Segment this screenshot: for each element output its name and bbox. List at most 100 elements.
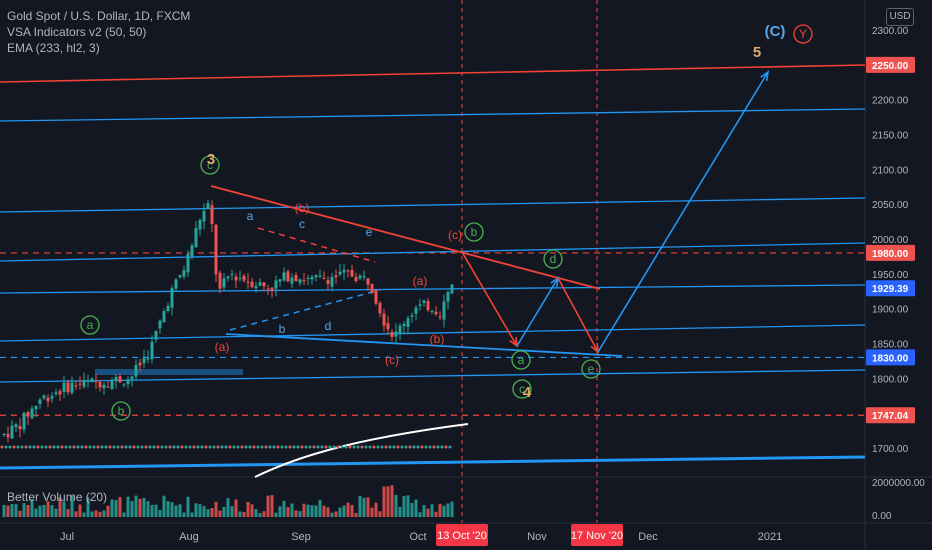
wave-label-circle bbox=[543, 249, 563, 269]
vsa-dot bbox=[24, 445, 28, 449]
candle-body bbox=[34, 405, 38, 410]
vsa-dot bbox=[44, 445, 48, 449]
volume-bar bbox=[78, 504, 82, 517]
volume-bar bbox=[150, 505, 154, 517]
candle-body bbox=[66, 382, 70, 393]
volume-bar bbox=[66, 509, 70, 517]
vsa-dot bbox=[152, 445, 156, 449]
volume-bar bbox=[234, 499, 238, 517]
vsa-dot bbox=[124, 445, 128, 449]
wave-label: b bbox=[279, 322, 286, 336]
volume-bar bbox=[250, 504, 254, 517]
price-tick-label: 1850.00 bbox=[872, 340, 909, 351]
volume-bar bbox=[186, 496, 190, 517]
candle-body bbox=[98, 381, 102, 388]
consolidation-zone bbox=[95, 369, 243, 375]
volume-bar bbox=[422, 505, 426, 517]
vsa-dot bbox=[132, 445, 136, 449]
vsa-dot bbox=[352, 445, 356, 449]
candle-body bbox=[162, 311, 166, 323]
time-axis[interactable]: Jul Aug Sep Oct Nov Dec 2021 13 Oct '20 17 Nov '… bbox=[60, 524, 782, 546]
time-highlight-label: 17 Nov '20 bbox=[571, 530, 623, 542]
price-badge-label: 1747.04 bbox=[872, 411, 909, 422]
volume-bar bbox=[446, 503, 450, 517]
volume-bar bbox=[70, 495, 74, 517]
candle-body bbox=[302, 279, 306, 282]
candle-body bbox=[82, 379, 86, 387]
vsa-dot bbox=[104, 445, 108, 449]
volume-bar bbox=[210, 508, 214, 517]
candle-body bbox=[306, 277, 310, 279]
volume-bar bbox=[86, 497, 90, 517]
candle-body bbox=[434, 311, 438, 315]
candle-body bbox=[234, 276, 238, 281]
volume-bar bbox=[130, 501, 134, 517]
volume-bar bbox=[50, 505, 54, 517]
vsa-dot bbox=[364, 445, 368, 449]
volume-bar bbox=[206, 509, 210, 517]
volume-bar bbox=[358, 495, 362, 517]
volume-bar bbox=[394, 494, 398, 517]
candle-body bbox=[42, 395, 46, 399]
volume-bar bbox=[230, 506, 234, 517]
vsa-dot bbox=[288, 445, 292, 449]
wave-label: e bbox=[366, 225, 373, 239]
candle-body bbox=[366, 278, 370, 285]
vsa-dot bbox=[376, 445, 380, 449]
price-tick-label: 1700.00 bbox=[872, 444, 909, 455]
volume-bar bbox=[194, 503, 198, 517]
vsa-dot bbox=[280, 445, 284, 449]
symbol-title[interactable]: Gold Spot / U.S. Dollar, 1D, FXCM bbox=[7, 9, 191, 23]
wave-label-circle bbox=[511, 350, 531, 370]
vsa-dot bbox=[168, 445, 172, 449]
volume-bar bbox=[26, 504, 30, 517]
candle-body bbox=[358, 275, 362, 279]
forecast-arrow bbox=[461, 251, 518, 347]
volume-bars bbox=[2, 485, 454, 517]
vsa-dot bbox=[328, 445, 332, 449]
candle-body bbox=[314, 275, 318, 278]
currency-badge[interactable]: USD bbox=[886, 8, 914, 26]
wave-label-circle bbox=[793, 24, 813, 44]
candle-body bbox=[194, 228, 198, 248]
volume-tick-label: 2000000.00 bbox=[872, 478, 925, 489]
vsa-dot bbox=[68, 445, 72, 449]
volume-bar bbox=[274, 512, 278, 517]
volume-bar bbox=[378, 511, 382, 517]
candle-body bbox=[442, 301, 446, 320]
candle-body bbox=[146, 358, 150, 360]
triangle-upper-line bbox=[210, 185, 601, 290]
candle-body bbox=[326, 280, 330, 284]
candle-body bbox=[250, 281, 254, 288]
volume-bar bbox=[142, 498, 146, 517]
volume-bar bbox=[18, 510, 22, 517]
vsa-dot bbox=[232, 445, 236, 449]
volume-bar bbox=[110, 499, 114, 517]
time-tick-label: Dec bbox=[638, 531, 658, 543]
volume-bar bbox=[14, 504, 18, 517]
volume-bar bbox=[158, 509, 162, 517]
price-badge-label: 1830.00 bbox=[872, 353, 909, 364]
candle-body bbox=[114, 376, 118, 381]
price-badge bbox=[866, 280, 915, 297]
indicator-ema[interactable]: EMA (233, hl2, 3) bbox=[7, 41, 100, 55]
time-tick-label: 2021 bbox=[758, 531, 782, 543]
volume-bar bbox=[118, 497, 122, 517]
price-axis[interactable]: 2300.00 2250.00 2200.00 2150.00 2100.00 2050.… bbox=[866, 26, 925, 522]
volume-indicator-label[interactable]: Better Volume (20) bbox=[7, 490, 108, 504]
candle-body bbox=[274, 280, 278, 289]
vsa-dot bbox=[88, 445, 92, 449]
wave-label: (C) bbox=[765, 23, 786, 40]
vsa-dot bbox=[300, 445, 304, 449]
volume-bar bbox=[170, 502, 174, 517]
price-badge bbox=[866, 56, 915, 73]
volume-bar bbox=[410, 502, 414, 517]
vsa-dot bbox=[80, 445, 84, 449]
volume-bar bbox=[94, 510, 98, 517]
time-tick-label: Sep bbox=[291, 531, 311, 543]
wave-label: (c) bbox=[385, 353, 399, 367]
vsa-dot bbox=[368, 445, 372, 449]
indicator-vsa[interactable]: VSA Indicators v2 (50, 50) bbox=[7, 25, 147, 39]
candle-body bbox=[338, 271, 342, 275]
